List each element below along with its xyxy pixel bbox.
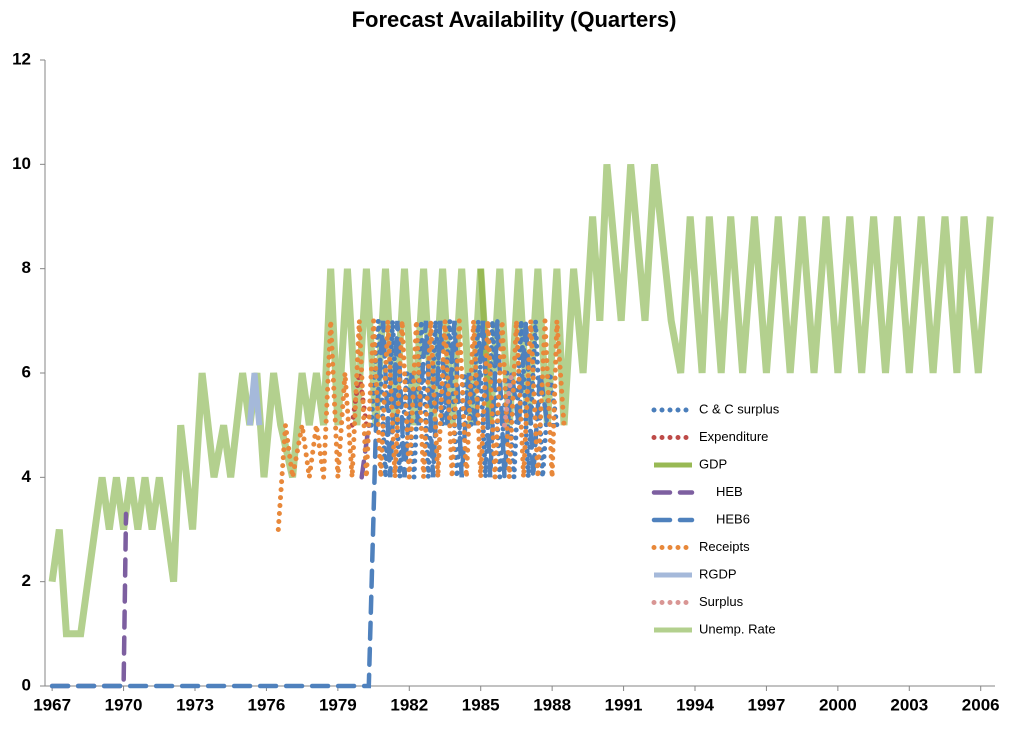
x-tick-label: 1997 bbox=[748, 695, 786, 714]
x-tick-label: 1979 bbox=[319, 695, 357, 714]
legend-label: RGDP bbox=[699, 566, 737, 581]
x-tick-label: 1985 bbox=[462, 695, 500, 714]
x-tick-label: 1994 bbox=[676, 695, 714, 714]
x-tick-label: 2003 bbox=[890, 695, 928, 714]
y-tick-label: 6 bbox=[22, 362, 31, 381]
x-tick-label: 2006 bbox=[962, 695, 1000, 714]
x-tick-label: 1967 bbox=[33, 695, 71, 714]
series-line bbox=[502, 370, 515, 428]
legend-label: HEB bbox=[716, 484, 743, 499]
y-tick-label: 12 bbox=[12, 49, 31, 68]
legend-label: GDP bbox=[699, 456, 727, 471]
x-tick-label: 1973 bbox=[176, 695, 214, 714]
x-tick-label: 1976 bbox=[248, 695, 286, 714]
x-tick-label: 1970 bbox=[105, 695, 143, 714]
y-tick-label: 2 bbox=[22, 571, 31, 590]
y-tick-label: 4 bbox=[22, 467, 32, 486]
chart-title: Forecast Availability (Quarters) bbox=[352, 7, 677, 32]
x-tick-label: 1988 bbox=[533, 695, 571, 714]
series-line bbox=[246, 372, 263, 426]
legend-label: Receipts bbox=[699, 539, 750, 554]
x-tick-label: 2000 bbox=[819, 695, 857, 714]
legend-label: C & C surplus bbox=[699, 401, 780, 416]
x-tick-label: 1991 bbox=[605, 695, 643, 714]
legend-label: HEB6 bbox=[716, 511, 750, 526]
series-line bbox=[48, 163, 994, 638]
series-line bbox=[49, 320, 557, 689]
y-tick-label: 8 bbox=[22, 258, 31, 277]
plot-area: 0 2 4 6 8 10 12 1967 1970 1973 1976 1979 1982 1985 198… bbox=[12, 49, 1000, 714]
legend-label: Expenditure bbox=[699, 429, 768, 444]
legend-label: Surplus bbox=[699, 594, 744, 609]
legend: C & C surplus Expenditure GDP HEB HEB6 Receip… bbox=[651, 401, 780, 636]
legend-label: Unemp. Rate bbox=[699, 621, 776, 636]
series-line bbox=[275, 320, 567, 532]
y-tick-label: 0 bbox=[22, 675, 31, 694]
y-tick-label: 10 bbox=[12, 154, 31, 173]
x-tick-label: 1982 bbox=[390, 695, 428, 714]
